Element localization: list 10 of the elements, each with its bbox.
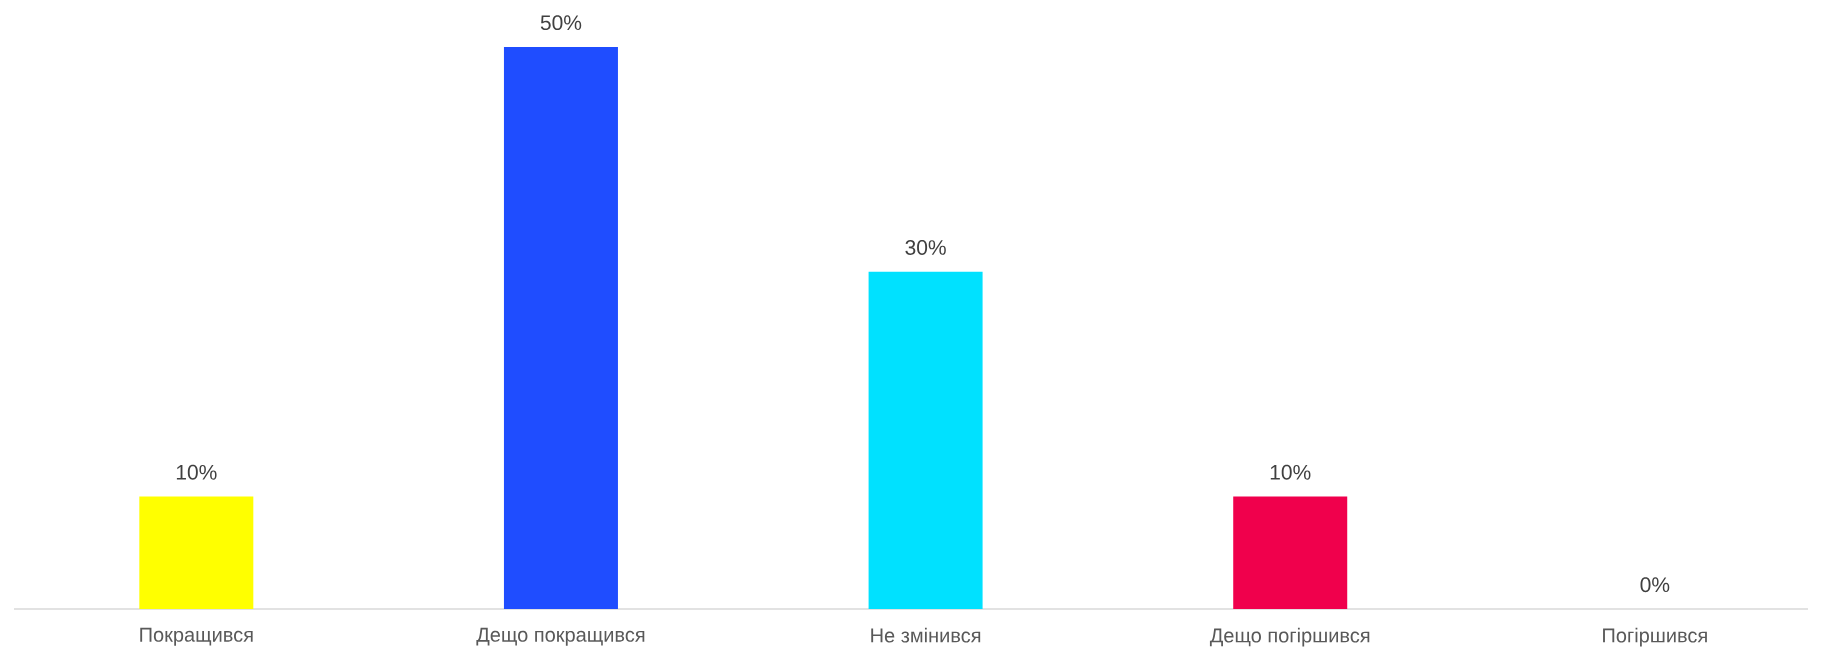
data-label: 30%: [905, 240, 946, 255]
x-tick-label: Не змінився: [871, 627, 981, 643]
data-label: 10%: [1270, 464, 1311, 480]
data-label: 0%: [1640, 577, 1670, 593]
x-tick-label: Дещо покращився: [476, 627, 645, 646]
data-label: 10%: [176, 464, 217, 480]
x-tick-label: Дещо погіршився: [1209, 627, 1370, 647]
x-tick-label: Покращився: [140, 627, 253, 646]
data-label: 50%: [540, 15, 582, 31]
x-tick-label: Погіршився: [1603, 627, 1707, 647]
